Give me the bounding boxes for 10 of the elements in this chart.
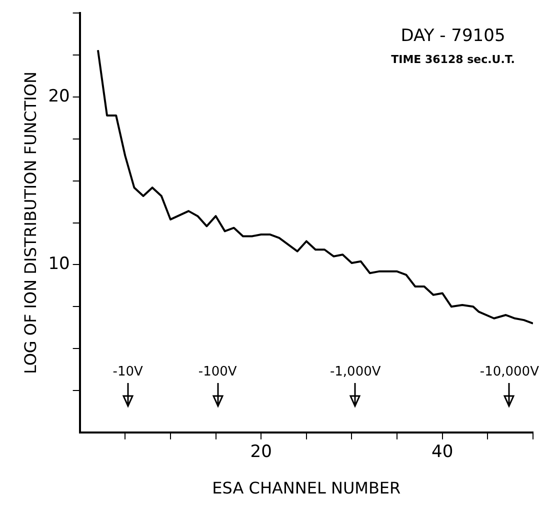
ref-line-label: -10,000V bbox=[480, 364, 540, 380]
y-axis-title: LOG OF ION DISTRIBUTION FUNCTION bbox=[20, 72, 40, 374]
x-axis-title: ESA CHANNEL NUMBER bbox=[212, 478, 401, 498]
ref-line-label: -1,000V bbox=[330, 364, 381, 380]
y-tick-label: 10 bbox=[48, 254, 70, 274]
text: TIME 36128 sec.U.T. bbox=[391, 53, 515, 66]
x-tick-label: 40 bbox=[432, 442, 454, 462]
ref-line-label: -10V bbox=[112, 364, 144, 380]
text: DAY - 79105 bbox=[400, 26, 506, 46]
ref-line-label: -100V bbox=[198, 364, 237, 380]
